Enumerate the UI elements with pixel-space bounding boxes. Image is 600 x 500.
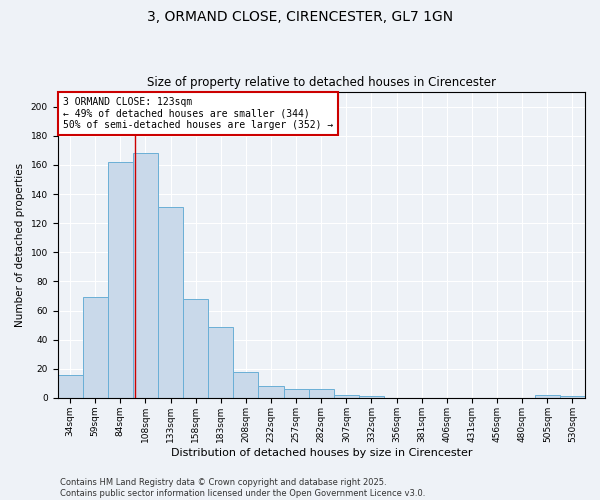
Y-axis label: Number of detached properties: Number of detached properties [15,163,25,327]
Text: Contains HM Land Registry data © Crown copyright and database right 2025.
Contai: Contains HM Land Registry data © Crown c… [60,478,425,498]
Text: 3 ORMAND CLOSE: 123sqm
← 49% of detached houses are smaller (344)
50% of semi-de: 3 ORMAND CLOSE: 123sqm ← 49% of detached… [63,96,333,130]
Bar [58,374,83,398]
Bar [359,396,384,398]
Bar [108,162,133,398]
Title: Size of property relative to detached houses in Cirencester: Size of property relative to detached ho… [147,76,496,90]
Bar [233,372,259,398]
Bar [133,153,158,398]
Bar [309,389,334,398]
Bar [259,386,284,398]
Bar [183,299,208,398]
Text: 3, ORMAND CLOSE, CIRENCESTER, GL7 1GN: 3, ORMAND CLOSE, CIRENCESTER, GL7 1GN [147,10,453,24]
Bar [560,396,585,398]
X-axis label: Distribution of detached houses by size in Cirencester: Distribution of detached houses by size … [170,448,472,458]
Bar [535,395,560,398]
Bar [334,395,359,398]
Bar [158,207,183,398]
Bar [208,326,233,398]
Bar [83,298,108,398]
Bar [284,389,309,398]
